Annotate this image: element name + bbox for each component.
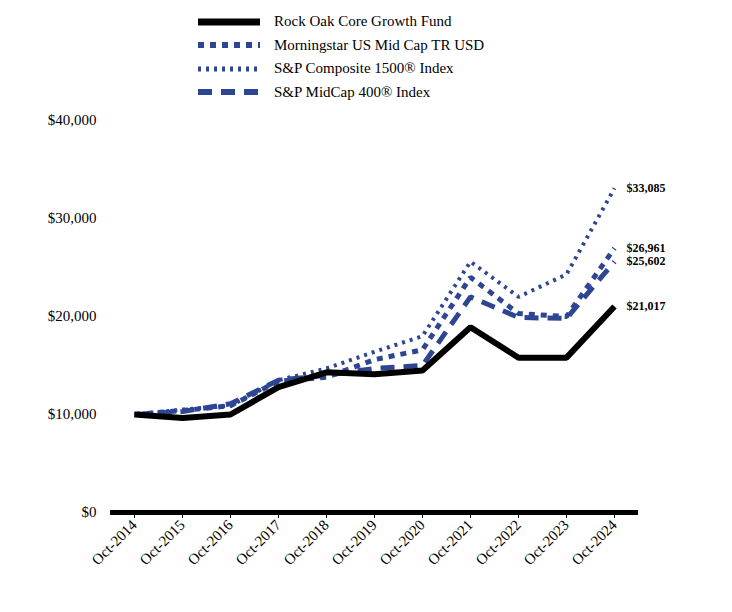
svg-text:Oct-2024: Oct-2024 [569,516,621,568]
html-text:S&P Composite 1500® Index: S&P Composite 1500® Index [274,60,454,77]
svg-text:Oct-2019: Oct-2019 [329,517,380,568]
svg-text:$33,085: $33,085 [627,181,666,195]
svg-text:$20,000: $20,000 [48,308,97,324]
html-text:Rock Oak Core Growth Fund: Rock Oak Core Growth Fund [274,13,452,30]
svg-text:Oct-2022: Oct-2022 [473,517,524,568]
svg-text:Oct-2020: Oct-2020 [377,517,428,568]
svg-text:Oct-2018: Oct-2018 [281,517,332,568]
html-text:S&P MidCap 400® Index: S&P MidCap 400® Index [274,83,431,100]
svg-text:Oct-2015: Oct-2015 [137,517,188,568]
svg-text:$40,000: $40,000 [48,112,97,128]
svg-text:Oct-2014: Oct-2014 [89,516,141,568]
html-text:Morningstar US Mid Cap TR USD: Morningstar US Mid Cap TR USD [274,36,485,53]
svg-text:$0: $0 [82,504,97,520]
svg-text:Oct-2016: Oct-2016 [185,516,237,568]
svg-text:$30,000: $30,000 [48,210,97,226]
svg-text:Oct-2023: Oct-2023 [521,517,572,568]
svg-text:Oct-2017: Oct-2017 [233,516,285,568]
svg-text:$26,961: $26,961 [627,241,666,255]
svg-text:$21,017: $21,017 [627,299,666,313]
svg-text:Oct-2021: Oct-2021 [425,517,476,568]
svg-text:$10,000: $10,000 [48,406,97,422]
svg-text:$25,602: $25,602 [627,254,666,268]
